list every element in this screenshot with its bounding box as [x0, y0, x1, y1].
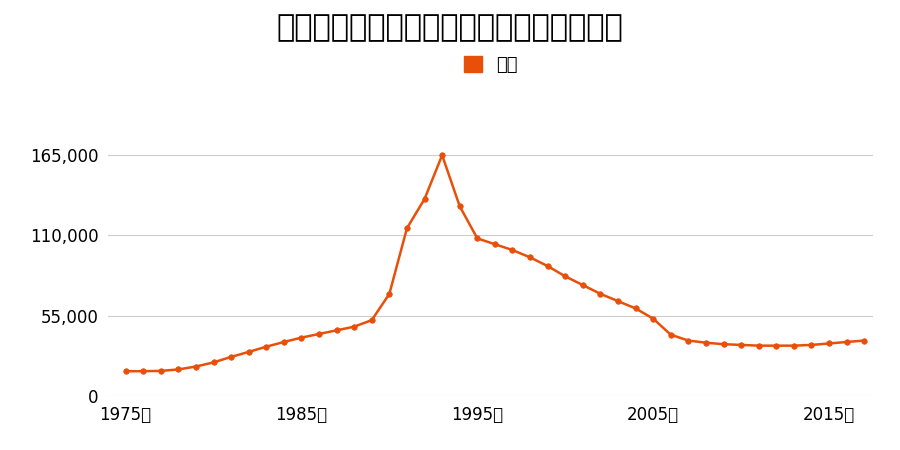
価格 [595, 291, 606, 297]
価格 [384, 291, 395, 297]
価格 [490, 242, 500, 247]
価格 [191, 364, 202, 369]
価格 [208, 360, 219, 365]
価格 [543, 263, 553, 269]
価格 [156, 368, 166, 373]
価格 [331, 328, 342, 333]
価格 [226, 354, 237, 360]
価格 [700, 340, 711, 346]
価格 [613, 298, 624, 304]
価格 [138, 369, 148, 374]
価格 [753, 343, 764, 348]
価格 [859, 338, 869, 343]
価格 [648, 316, 659, 321]
価格 [419, 196, 430, 202]
価格 [735, 342, 746, 347]
Line: 価格: 価格 [122, 153, 867, 374]
価格 [366, 317, 377, 323]
価格 [507, 248, 517, 253]
価格 [173, 367, 184, 372]
価格 [824, 341, 834, 346]
価格 [401, 225, 412, 231]
価格 [261, 344, 272, 349]
価格 [349, 324, 360, 329]
価格 [665, 332, 676, 338]
価格 [436, 153, 447, 158]
価格 [788, 343, 799, 348]
価格 [525, 255, 535, 260]
価格 [560, 274, 571, 279]
Text: 千葉県君津市久保字南９６番１の地価推移: 千葉県君津市久保字南９６番１の地価推移 [276, 14, 624, 42]
価格 [578, 283, 589, 288]
価格 [313, 331, 324, 337]
価格 [683, 338, 694, 343]
価格 [630, 306, 641, 311]
価格 [454, 203, 465, 209]
価格 [806, 342, 817, 347]
価格 [472, 236, 482, 241]
価格 [243, 349, 254, 355]
価格 [121, 369, 131, 374]
価格 [718, 342, 729, 347]
価格 [296, 335, 307, 340]
Legend: 価格: 価格 [456, 49, 525, 81]
価格 [278, 339, 289, 345]
価格 [842, 339, 852, 345]
価格 [771, 343, 782, 348]
